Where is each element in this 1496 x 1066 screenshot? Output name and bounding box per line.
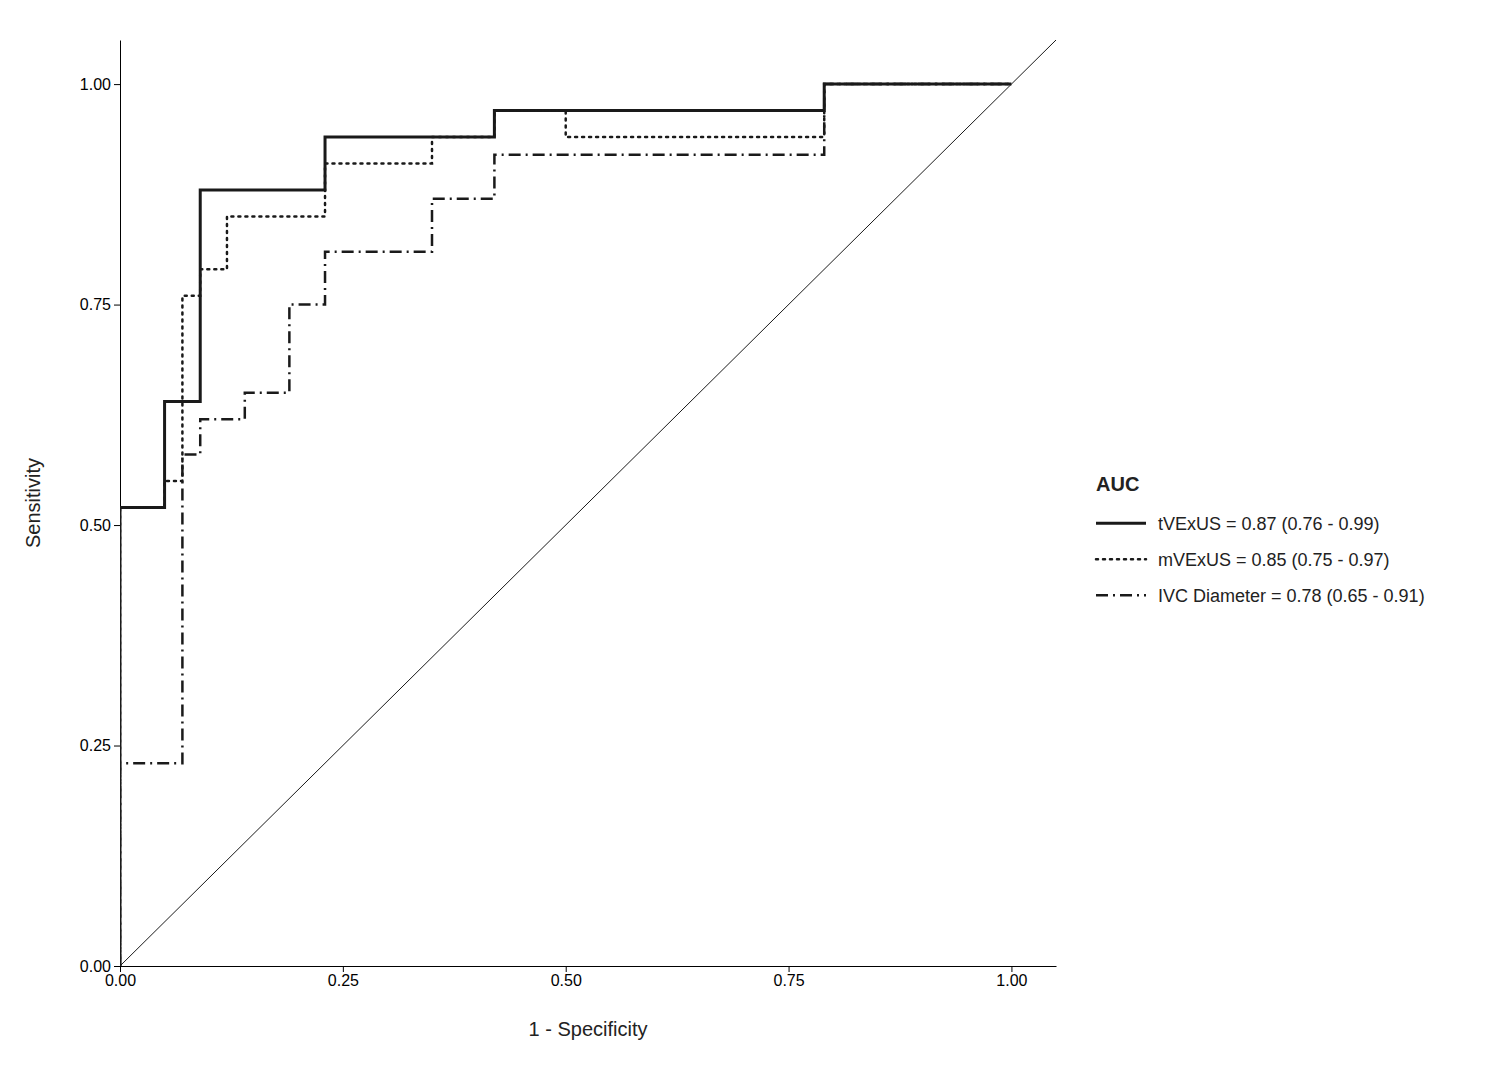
x-tick-mark — [789, 966, 790, 972]
y-tick: 0.75 — [80, 296, 120, 313]
y-axis: 0.00 0.25 0.50 0.75 1.00 — [80, 41, 121, 975]
legend-label: mVExUS = 0.85 (0.75 - 0.97) — [1158, 550, 1390, 570]
y-axis-title: Sensitivity — [22, 458, 44, 548]
x-tick-label: 0.75 — [774, 972, 805, 989]
y-tick-label: 0.00 — [80, 958, 111, 975]
y-tick-mark — [114, 746, 120, 747]
legend-item: tVExUS = 0.87 (0.76 - 0.99) — [1096, 514, 1380, 534]
chart: 0.00 0.25 0.50 0.75 1.00 0.00 0.25 0.50 0.75 1.00… — [0, 0, 1496, 1066]
x-axis-title: 1 - Specificity — [529, 1018, 648, 1040]
y-tick: 0.00 — [80, 958, 120, 975]
legend-label: tVExUS = 0.87 (0.76 - 0.99) — [1158, 514, 1380, 534]
roc-line — [120, 84, 1011, 966]
y-tick-mark — [114, 84, 120, 85]
x-tick: 1.00 — [996, 966, 1027, 989]
x-tick-mark — [120, 966, 121, 972]
marks — [120, 40, 1056, 966]
y-tick-label: 0.50 — [80, 517, 111, 534]
x-axis: 0.00 0.25 0.50 0.75 1.00 — [105, 966, 1057, 989]
y-tick-label: 0.25 — [80, 737, 111, 754]
y-tick-mark — [114, 966, 120, 967]
plot-area: 0.00 0.25 0.50 0.75 1.00 0.00 0.25 0.50 0.75 1.00… — [22, 40, 1057, 1040]
y-tick: 0.50 — [80, 517, 120, 534]
y-tick-mark — [114, 305, 120, 306]
x-tick-label: 1.00 — [996, 972, 1027, 989]
reference-line — [120, 40, 1056, 966]
roc-line — [120, 84, 1011, 966]
x-tick-mark — [566, 966, 567, 972]
legend: AUC tVExUS = 0.87 (0.76 - 0.99) mVExUS = 0… — [1096, 473, 1425, 605]
legend-swatch — [1096, 522, 1146, 525]
y-tick: 0.25 — [80, 737, 120, 754]
y-tick-label: 1.00 — [80, 76, 111, 93]
legend-label: IVC Diameter = 0.78 (0.65 - 0.91) — [1158, 586, 1425, 606]
legend-swatch — [1096, 558, 1146, 561]
legend-item: IVC Diameter = 0.78 (0.65 - 0.91) — [1096, 586, 1425, 606]
x-tick-label: 0.50 — [551, 972, 582, 989]
legend-item: mVExUS = 0.85 (0.75 - 0.97) — [1096, 550, 1390, 570]
roc-line — [120, 84, 1011, 966]
legend-swatch — [1096, 594, 1146, 597]
x-tick-label: 0.25 — [328, 972, 359, 989]
x-tick: 0.75 — [774, 966, 805, 989]
x-tick: 0.25 — [328, 966, 359, 989]
x-axis-line — [121, 966, 1057, 967]
x-tick-mark — [1011, 966, 1012, 972]
x-tick-mark — [343, 966, 344, 972]
y-tick: 1.00 — [80, 76, 120, 93]
x-tick: 0.50 — [551, 966, 582, 989]
y-tick-mark — [114, 525, 120, 526]
x-tick-label: 0.00 — [105, 972, 136, 989]
legend-title: AUC — [1096, 473, 1139, 495]
y-tick-label: 0.75 — [80, 296, 111, 313]
